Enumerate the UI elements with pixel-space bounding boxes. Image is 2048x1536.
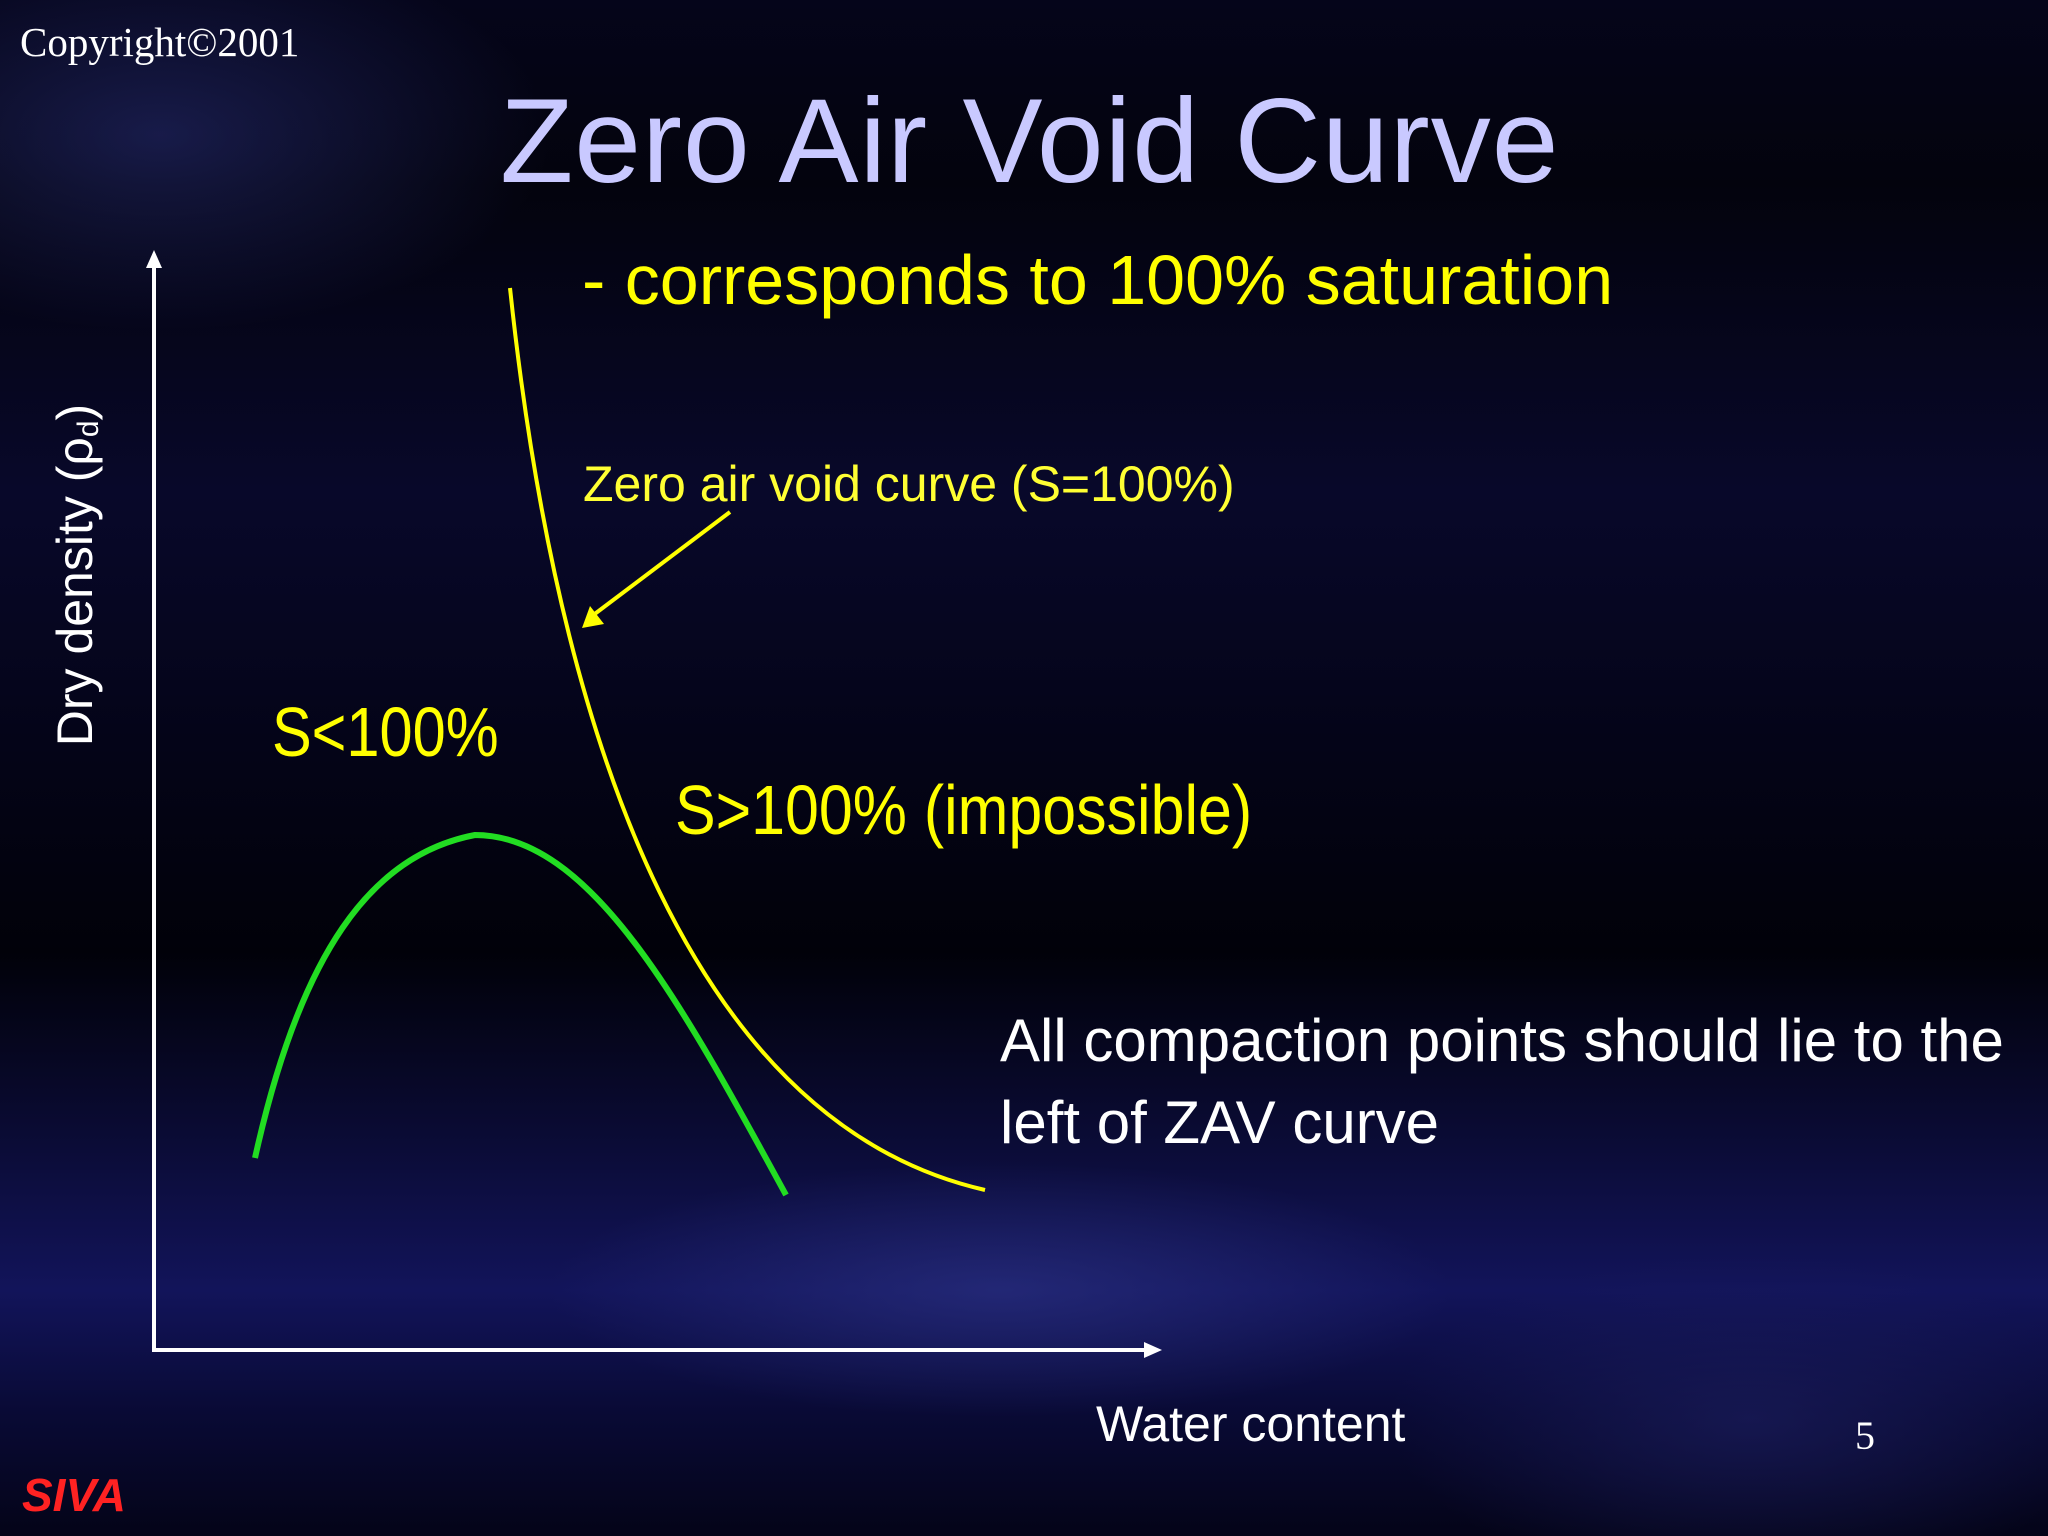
author-logo: SIVA xyxy=(22,1469,126,1521)
zav-curve xyxy=(508,287,986,1192)
x-axis-label: Water content xyxy=(1096,1396,1406,1452)
region-below-label: S<100% xyxy=(272,693,499,771)
x-axis-arrowhead xyxy=(1144,1342,1162,1358)
y-axis-label-main: Dry density (ρ xyxy=(47,437,103,747)
copyright-text: Copyright©2001 xyxy=(20,19,300,65)
page-number: 5 xyxy=(1855,1413,1875,1458)
y-axis-label-subscript: d xyxy=(72,420,105,438)
y-axis-arrowhead xyxy=(146,250,162,268)
zav-curve-label: Zero air void curve (S=100%) xyxy=(583,456,1235,512)
slide-subtitle: - corresponds to 100% saturation xyxy=(582,241,1614,319)
y-axis-label: Dry density (ρd) xyxy=(46,404,106,746)
region-above-label: S>100% (impossible) xyxy=(675,771,1253,849)
zav-pointer-arrowhead xyxy=(582,606,604,628)
compaction-curve xyxy=(252,831,789,1197)
slide-title: Zero Air Void Curve xyxy=(500,74,1560,208)
zav-pointer-line xyxy=(590,510,732,618)
y-axis-label-close: ) xyxy=(47,403,103,421)
note-text: All compaction points should lie to the … xyxy=(1000,1007,2004,1156)
